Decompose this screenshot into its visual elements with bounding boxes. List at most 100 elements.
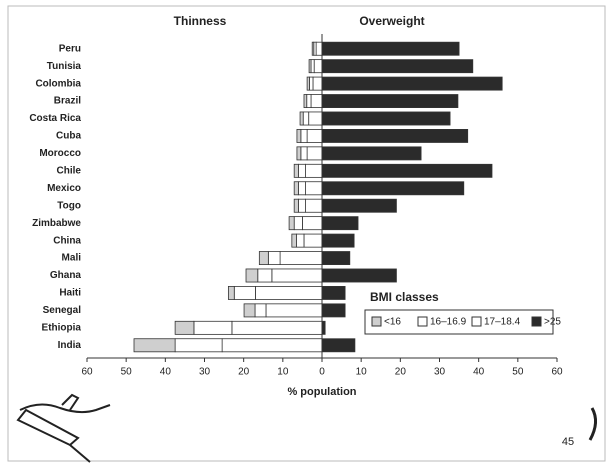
y-tick-label: Tunisia [47,61,82,72]
bar-segment [228,286,234,299]
bar-segment [322,129,468,142]
bar-segment [300,112,303,125]
y-tick-label: Colombia [35,78,81,89]
bar-segment [309,60,311,73]
bar-segment [134,339,175,352]
bar-segment [311,95,322,108]
bar-segment [306,164,322,177]
bar-segment [322,42,459,55]
y-tick-label: Costa Rica [29,113,81,124]
bar-segment [322,182,464,195]
bar-segment [322,164,492,177]
bar-segment [306,182,322,195]
x-tick-label: 60 [551,367,563,378]
bar-segment [307,147,322,160]
bar-segment [313,77,322,90]
y-tick-label: Peru [59,43,81,54]
bar-segment [304,234,322,247]
bar-segment [304,95,307,108]
bar-segment [322,234,354,247]
bar-segment [272,269,322,282]
bar-segment [244,304,255,317]
bar-segment [289,217,294,230]
bar-segment [194,321,232,334]
bar-segment [294,217,302,230]
bar-segment [259,252,268,265]
y-tick-label: Mali [62,253,82,264]
bar-segment [307,129,322,142]
x-tick-label: 10 [277,367,289,378]
legend-swatch [532,317,541,326]
bar-segment [322,95,458,108]
y-tick-label: Mexico [47,183,81,194]
bar-segment [246,269,258,282]
legend-swatch [372,317,381,326]
y-tick-label: Brazil [54,96,81,107]
y-tick-label: Chile [57,165,82,176]
x-tick-label: 10 [356,367,368,378]
legend-title: BMI classes [370,290,439,304]
legend-label: <16 [384,317,401,328]
bar-segment [301,129,307,142]
x-tick-label: 0 [319,367,325,378]
bar-segment [314,60,322,73]
y-tick-label: Morocco [39,148,81,159]
y-tick-label: India [58,340,82,351]
bar-segment [258,269,272,282]
bar-segment [175,321,194,334]
bar-segment [266,304,322,317]
y-tick-label: Ethiopia [42,322,82,333]
x-tick-label: 20 [395,367,407,378]
bar-segment [294,182,298,195]
bar-segment [255,304,266,317]
bar-segment [309,112,322,125]
bar-segment [322,339,355,352]
bar-segment [322,112,450,125]
bar-segment [322,217,358,230]
bar-segment [322,304,345,317]
bar-segment [306,199,322,212]
bar-segment [316,42,322,55]
bar-segment [299,164,306,177]
bar-segment [322,147,421,160]
legend-swatch [418,317,427,326]
legend-label: 17–18.4 [484,317,521,328]
bar-segment [322,199,396,212]
x-tick-label: 50 [512,367,524,378]
pen-doodle [18,395,110,462]
legend-label: >25 [544,317,561,328]
bracket-decoration [590,408,596,440]
bar-segment [294,164,298,177]
y-tick-label: Ghana [50,270,82,281]
bar-segment [322,269,396,282]
bar-segment [222,339,322,352]
bar-segment [322,60,473,73]
bar-segment [311,60,314,73]
slide: Thinness Overweight % population 45 6050… [0,0,613,466]
y-tick-label: China [53,235,81,246]
legend-label: 16–16.9 [430,317,467,328]
bar-segment [301,147,307,160]
bar-segment [322,252,350,265]
bar-segment [307,77,309,90]
bar-segment [294,199,298,212]
x-tick-label: 60 [81,367,93,378]
bar-segment [297,147,301,160]
x-tick-label: 30 [199,367,211,378]
y-tick-label: Zimbabwe [32,218,81,229]
x-tick-label: 50 [121,367,133,378]
bar-segment [299,182,306,195]
bar-segment [302,217,322,230]
y-tick-label: Haiti [59,288,81,299]
y-tick-label: Togo [57,200,81,211]
overweight-header: Overweight [359,14,424,28]
bar-segment [297,129,301,142]
bar-segment [297,234,304,247]
bar-segment [307,95,311,108]
x-tick-label: 30 [434,367,446,378]
bar-segment [234,286,255,299]
bar-segment [309,77,313,90]
thinness-header: Thinness [174,14,227,28]
y-tick-label: Senegal [43,305,82,316]
bar-segment [255,286,322,299]
